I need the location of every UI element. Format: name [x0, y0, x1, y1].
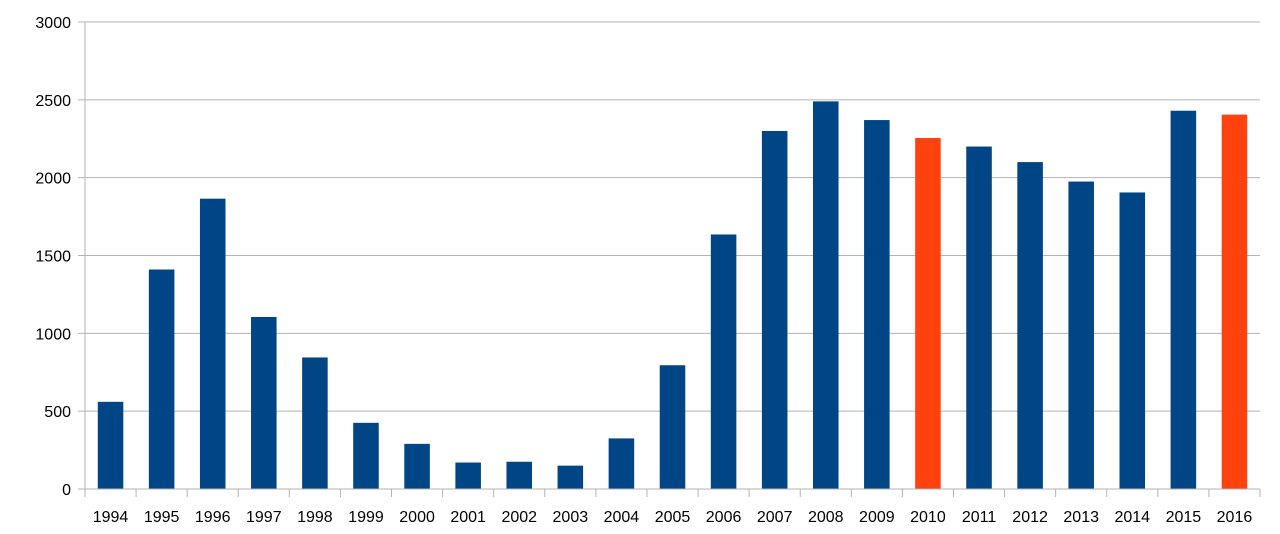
bar-1994 — [97, 401, 124, 489]
x-tick-label: 2009 — [859, 509, 895, 526]
y-tick-label: 2500 — [35, 93, 71, 110]
x-tick-label: 2000 — [399, 509, 435, 526]
x-tick-label: 1997 — [246, 509, 282, 526]
y-tick-label: 0 — [62, 482, 71, 499]
x-tick-label: 2012 — [1012, 509, 1048, 526]
x-tick-label: 1996 — [195, 509, 231, 526]
x-tick-label: 2004 — [604, 509, 640, 526]
bar-2010 — [915, 137, 941, 489]
bar-2000 — [404, 443, 430, 489]
bar-2002 — [506, 461, 533, 489]
bar-1996 — [199, 198, 226, 489]
x-tick-label: 1998 — [297, 509, 333, 526]
bar-2012 — [1017, 162, 1043, 489]
x-tick-label: 2014 — [1114, 509, 1150, 526]
bar-2004 — [608, 438, 635, 489]
bar-1998 — [302, 357, 328, 489]
y-tick-label: 1500 — [35, 249, 71, 266]
x-tick-label: 2003 — [553, 509, 589, 526]
bar-2015 — [1170, 110, 1197, 489]
bar-2001 — [455, 462, 481, 489]
y-tick-label: 3000 — [35, 15, 71, 32]
x-tick-label: 2006 — [706, 509, 742, 526]
y-tick-label: 500 — [44, 404, 71, 421]
x-tick-label: 2011 — [962, 509, 997, 526]
bar-2008 — [812, 101, 839, 489]
bar-2007 — [761, 130, 788, 489]
bar-1999 — [353, 422, 379, 489]
bar-2006 — [710, 234, 737, 489]
x-tick-label: 2007 — [757, 509, 793, 526]
x-tick-label: 1994 — [93, 509, 129, 526]
y-tick-label: 1000 — [35, 326, 71, 343]
bar-2009 — [864, 120, 890, 489]
x-tick-label: 2013 — [1063, 509, 1099, 526]
x-axis-tick-labels: 1994 1995 1996 1997 1998 1999 2000 2001 2002 2003… — [93, 509, 1253, 526]
x-tick-label: 2008 — [808, 509, 844, 526]
bars — [97, 101, 1248, 490]
x-tick-label: 1999 — [348, 509, 384, 526]
x-tick-label: 1995 — [144, 509, 180, 526]
bar-2016 — [1221, 114, 1248, 489]
x-tick-label: 2015 — [1166, 509, 1202, 526]
x-tick-label: 2002 — [501, 509, 537, 526]
axes — [78, 21, 1261, 497]
grid-lines — [85, 21, 1260, 412]
y-tick-label: 2000 — [35, 171, 71, 188]
bar-2013 — [1068, 181, 1094, 489]
bar-1995 — [148, 269, 175, 489]
y-axis-tick-labels: 0 500 1000 1500 2000 2500 3000 — [35, 15, 71, 499]
x-tick-label: 2001 — [450, 509, 486, 526]
bar-2011 — [966, 146, 992, 490]
x-tick-label: 2010 — [910, 509, 946, 526]
x-tick-label: 2005 — [655, 509, 691, 526]
bar-2005 — [659, 365, 686, 489]
bar-2014 — [1119, 192, 1146, 489]
bar-1997 — [251, 316, 277, 489]
bar-2003 — [557, 465, 584, 489]
x-tick-label: 2016 — [1217, 509, 1253, 526]
